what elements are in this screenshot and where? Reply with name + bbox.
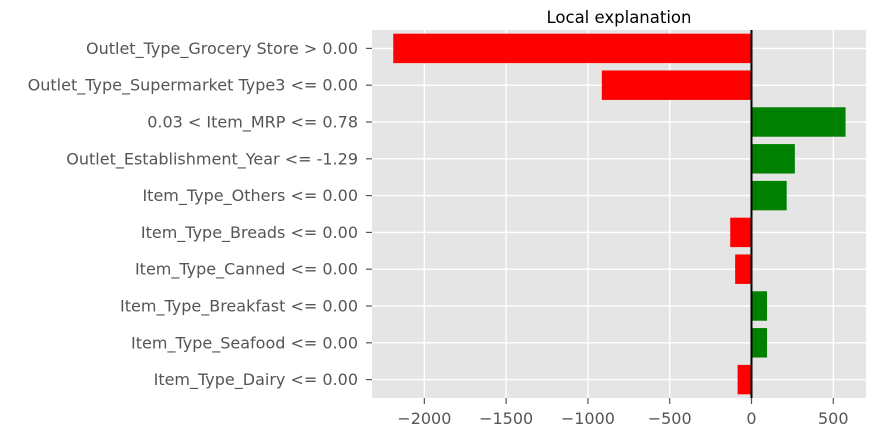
y-tick-label: Item_Type_Dairy <= 0.00 <box>154 370 358 390</box>
bar <box>393 33 752 64</box>
bars <box>393 33 846 395</box>
bar <box>751 180 787 211</box>
y-tick-label: Outlet_Type_Supermarket Type3 <= 0.00 <box>28 76 358 96</box>
y-tick-label: Item_Type_Others <= 0.00 <box>142 186 358 206</box>
x-tick-label: 0 <box>746 409 756 428</box>
bar <box>751 107 846 137</box>
bar <box>601 70 752 100</box>
y-tick-label: Item_Type_Seafood <= 0.00 <box>131 333 358 353</box>
x-tick-label: −1000 <box>561 409 615 428</box>
x-tick-label: −500 <box>648 409 692 428</box>
bar <box>737 364 752 395</box>
bar <box>730 217 752 248</box>
bar <box>751 328 768 358</box>
x-tick-label: −2000 <box>397 409 451 428</box>
x-tick-label: 500 <box>818 409 849 428</box>
y-tick-label: Outlet_Type_Grocery Store > 0.00 <box>86 39 358 59</box>
chart-title: Local explanation <box>547 8 692 27</box>
y-tick-label: Item_Type_Breads <= 0.00 <box>141 223 358 243</box>
bar <box>751 144 795 174</box>
bar <box>751 291 768 321</box>
x-tick-labels: −2000 −1500 −1000 −500 0 500 <box>397 398 849 428</box>
y-tick-label: Item_Type_Breakfast <= 0.00 <box>120 297 358 317</box>
y-tick-label: 0.03 < Item_MRP <= 0.78 <box>147 113 358 133</box>
y-tick-labels: Outlet_Type_Grocery Store > 0.00 Outlet_T… <box>28 39 372 390</box>
y-tick-label: Outlet_Establishment_Year <= -1.29 <box>66 149 358 169</box>
y-tick-label: Item_Type_Canned <= 0.00 <box>135 260 358 280</box>
x-tick-label: −1500 <box>479 409 533 428</box>
bar <box>735 254 752 284</box>
